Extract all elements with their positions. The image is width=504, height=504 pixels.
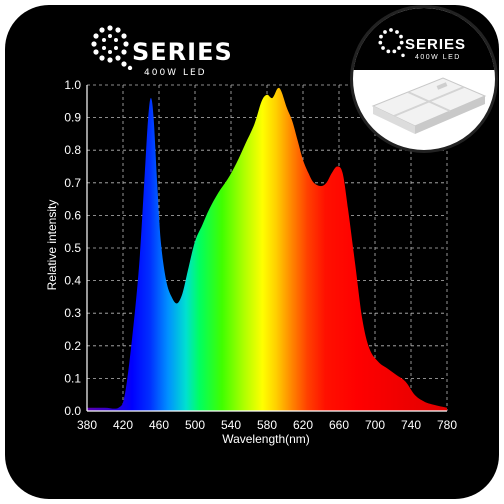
- x-axis-label: Wavelength(nm): [222, 432, 310, 446]
- led-panel-image: [371, 77, 487, 134]
- brand-logo: SERIES 400W LED: [86, 22, 232, 80]
- q-logo-icon: [91, 25, 133, 70]
- x-tick-label: 700: [365, 418, 385, 432]
- y-tick-label: 0.2: [64, 339, 81, 353]
- y-tick-label: 0.3: [64, 306, 81, 320]
- axes: [86, 85, 447, 412]
- y-tick-label: 0.0: [64, 404, 81, 418]
- x-tick-label: 660: [329, 418, 349, 432]
- product-inset: SERIES 400W LED: [350, 5, 498, 153]
- x-tick-label: 460: [149, 418, 169, 432]
- x-tick-label: 420: [113, 418, 133, 432]
- x-tick-label: 500: [185, 418, 205, 432]
- q-logo-icon-small: [378, 28, 405, 58]
- y-tick-label: 0.4: [64, 274, 81, 288]
- logo-subtitle: 400W LED: [144, 68, 207, 78]
- x-tick-label: 380: [77, 418, 97, 432]
- x-tick-label: 740: [401, 418, 421, 432]
- tick-labels: 380 420 460 500 540 580 620 660 700 740 780 0.0 0.1 0…: [64, 78, 457, 432]
- y-tick-label: 0.8: [64, 143, 81, 157]
- y-tick-label: 0.9: [64, 111, 81, 125]
- x-tick-label: 540: [221, 418, 241, 432]
- y-tick-label: 0.6: [64, 208, 81, 222]
- y-tick-label: 1.0: [64, 78, 81, 92]
- inset-header: [353, 8, 495, 70]
- x-tick-label: 780: [437, 418, 457, 432]
- y-tick-label: 0.1: [64, 371, 81, 385]
- x-tick-label: 580: [257, 418, 277, 432]
- inset-logo-subtitle: 400W LED: [415, 54, 461, 61]
- y-tick-label: 0.5: [64, 241, 81, 255]
- x-tick-label: 620: [293, 418, 313, 432]
- y-tick-label: 0.7: [64, 176, 81, 190]
- logo-word: SERIES: [132, 38, 233, 66]
- inset-logo-word: SERIES: [405, 36, 467, 53]
- y-axis-label: Relative intensity: [45, 200, 59, 291]
